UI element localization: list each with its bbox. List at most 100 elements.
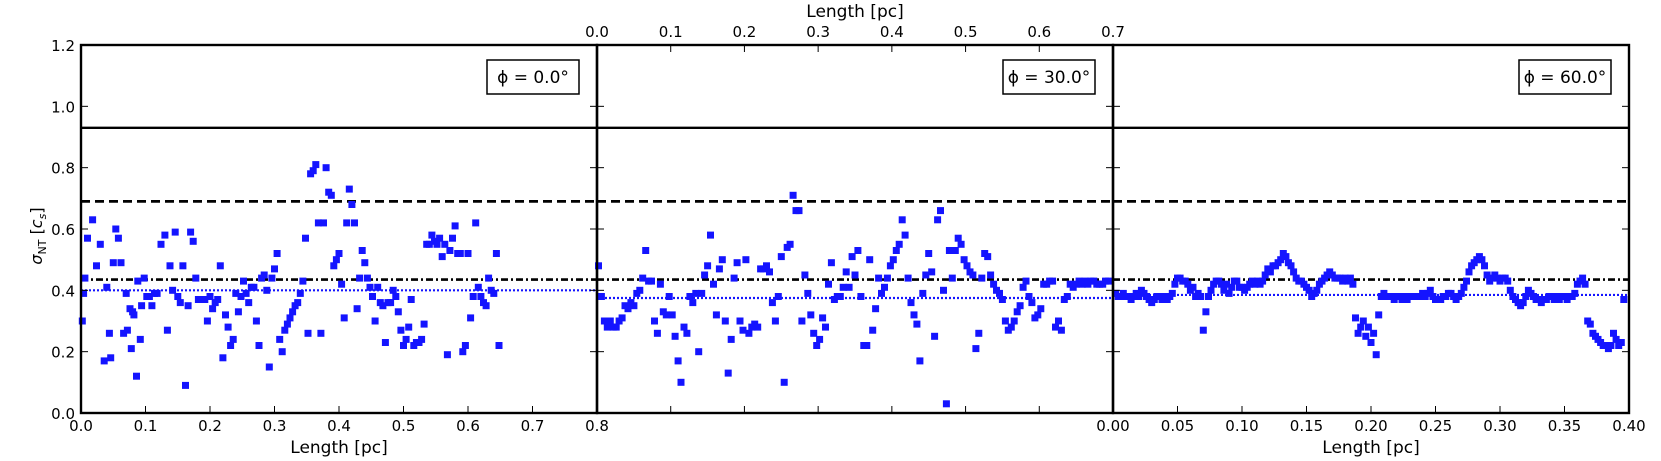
data-point <box>392 293 400 300</box>
data-point <box>606 317 614 325</box>
data-point <box>942 400 950 408</box>
legend-label: ϕ = 60.0° <box>1524 68 1607 88</box>
data-point <box>227 342 235 349</box>
data-point <box>109 259 117 267</box>
scatter-points <box>1112 250 1628 359</box>
data-point <box>813 342 821 349</box>
data-point <box>987 271 995 279</box>
data-point <box>919 289 927 297</box>
data-point <box>1055 317 1062 325</box>
data-point <box>1426 286 1434 294</box>
data-point <box>990 280 998 288</box>
data-point <box>464 250 472 257</box>
data-point <box>774 293 782 300</box>
data-point <box>130 311 138 319</box>
data-point <box>394 308 402 316</box>
data-point <box>161 231 169 239</box>
data-point <box>1375 311 1383 319</box>
data-point <box>120 329 128 337</box>
x-tick-label: 0.7 <box>521 417 545 435</box>
x-axis-label: Length [pc] <box>1322 438 1419 458</box>
data-point <box>1506 286 1514 294</box>
data-point <box>931 332 939 340</box>
data-point <box>1481 262 1488 270</box>
data-point <box>492 250 500 257</box>
data-point <box>89 216 97 224</box>
data-point <box>361 259 369 267</box>
y-axis-label: σNT [cs] <box>27 207 49 264</box>
data-point <box>224 323 232 331</box>
data-point <box>345 185 353 193</box>
legend-box: ϕ = 30.0° <box>1002 59 1096 95</box>
data-point <box>112 225 120 233</box>
data-point <box>866 256 874 264</box>
data-point <box>1277 256 1285 264</box>
x-tick-label: 0.40 <box>1612 417 1645 435</box>
data-point <box>379 302 387 310</box>
data-point <box>957 240 965 248</box>
data-point <box>1171 280 1179 288</box>
x-tick-label: 0.5 <box>392 417 416 435</box>
data-point <box>948 274 956 282</box>
y-ticks <box>1113 44 1629 414</box>
data-point <box>289 308 297 316</box>
data-point <box>733 259 741 267</box>
x-axis-label: Length [pc] <box>290 438 387 458</box>
data-point <box>1001 317 1009 325</box>
data-point <box>972 345 980 353</box>
data-point <box>114 234 122 242</box>
data-point <box>122 289 130 297</box>
data-point <box>901 231 909 239</box>
data-point <box>133 372 140 380</box>
data-point <box>322 164 330 172</box>
data-point <box>187 228 195 236</box>
data-point <box>904 274 912 282</box>
data-point <box>1370 329 1378 337</box>
panel-frame <box>79 43 599 415</box>
data-point <box>351 219 358 227</box>
data-point <box>736 317 744 325</box>
data-point <box>369 293 376 300</box>
data-point <box>842 268 850 276</box>
data-point <box>81 274 89 282</box>
data-point <box>1013 308 1021 316</box>
top-tick-label: 0.6 <box>1027 23 1051 41</box>
data-point <box>671 332 679 340</box>
x-tick-label: 0.35 <box>1548 417 1581 435</box>
data-point <box>718 256 726 264</box>
top-tick-label: 0.2 <box>732 23 756 41</box>
data-point <box>1197 293 1205 300</box>
data-point <box>299 277 307 285</box>
data-point <box>913 320 921 328</box>
data-point <box>721 317 729 325</box>
x-tick-label: 0.2 <box>198 417 222 435</box>
data-point <box>777 253 785 261</box>
data-point <box>1184 280 1192 288</box>
data-point <box>1025 293 1033 300</box>
data-point <box>724 369 732 377</box>
data-point <box>1168 289 1176 297</box>
data-point <box>103 283 111 291</box>
y-axis-label-sub: NT <box>36 239 49 254</box>
data-point <box>278 348 286 356</box>
top-tick-label: 0.0 <box>585 23 609 41</box>
data-point <box>250 283 258 291</box>
x-tick-label: 0.00 <box>1096 417 1129 435</box>
data-point <box>381 339 389 346</box>
data-point <box>1282 253 1290 261</box>
data-point <box>881 283 888 291</box>
data-point <box>1612 335 1620 343</box>
legend-box: ϕ = 60.0° <box>1518 59 1612 95</box>
data-point <box>730 274 738 282</box>
data-point <box>704 262 712 270</box>
data-point <box>1266 268 1274 276</box>
data-point <box>701 271 709 279</box>
data-point <box>1617 339 1625 346</box>
data-point <box>216 262 224 270</box>
data-point <box>407 296 415 303</box>
data-point <box>710 280 717 288</box>
data-point <box>402 335 410 343</box>
x-tick-label: 0.8 <box>585 417 609 435</box>
data-point <box>107 354 115 362</box>
